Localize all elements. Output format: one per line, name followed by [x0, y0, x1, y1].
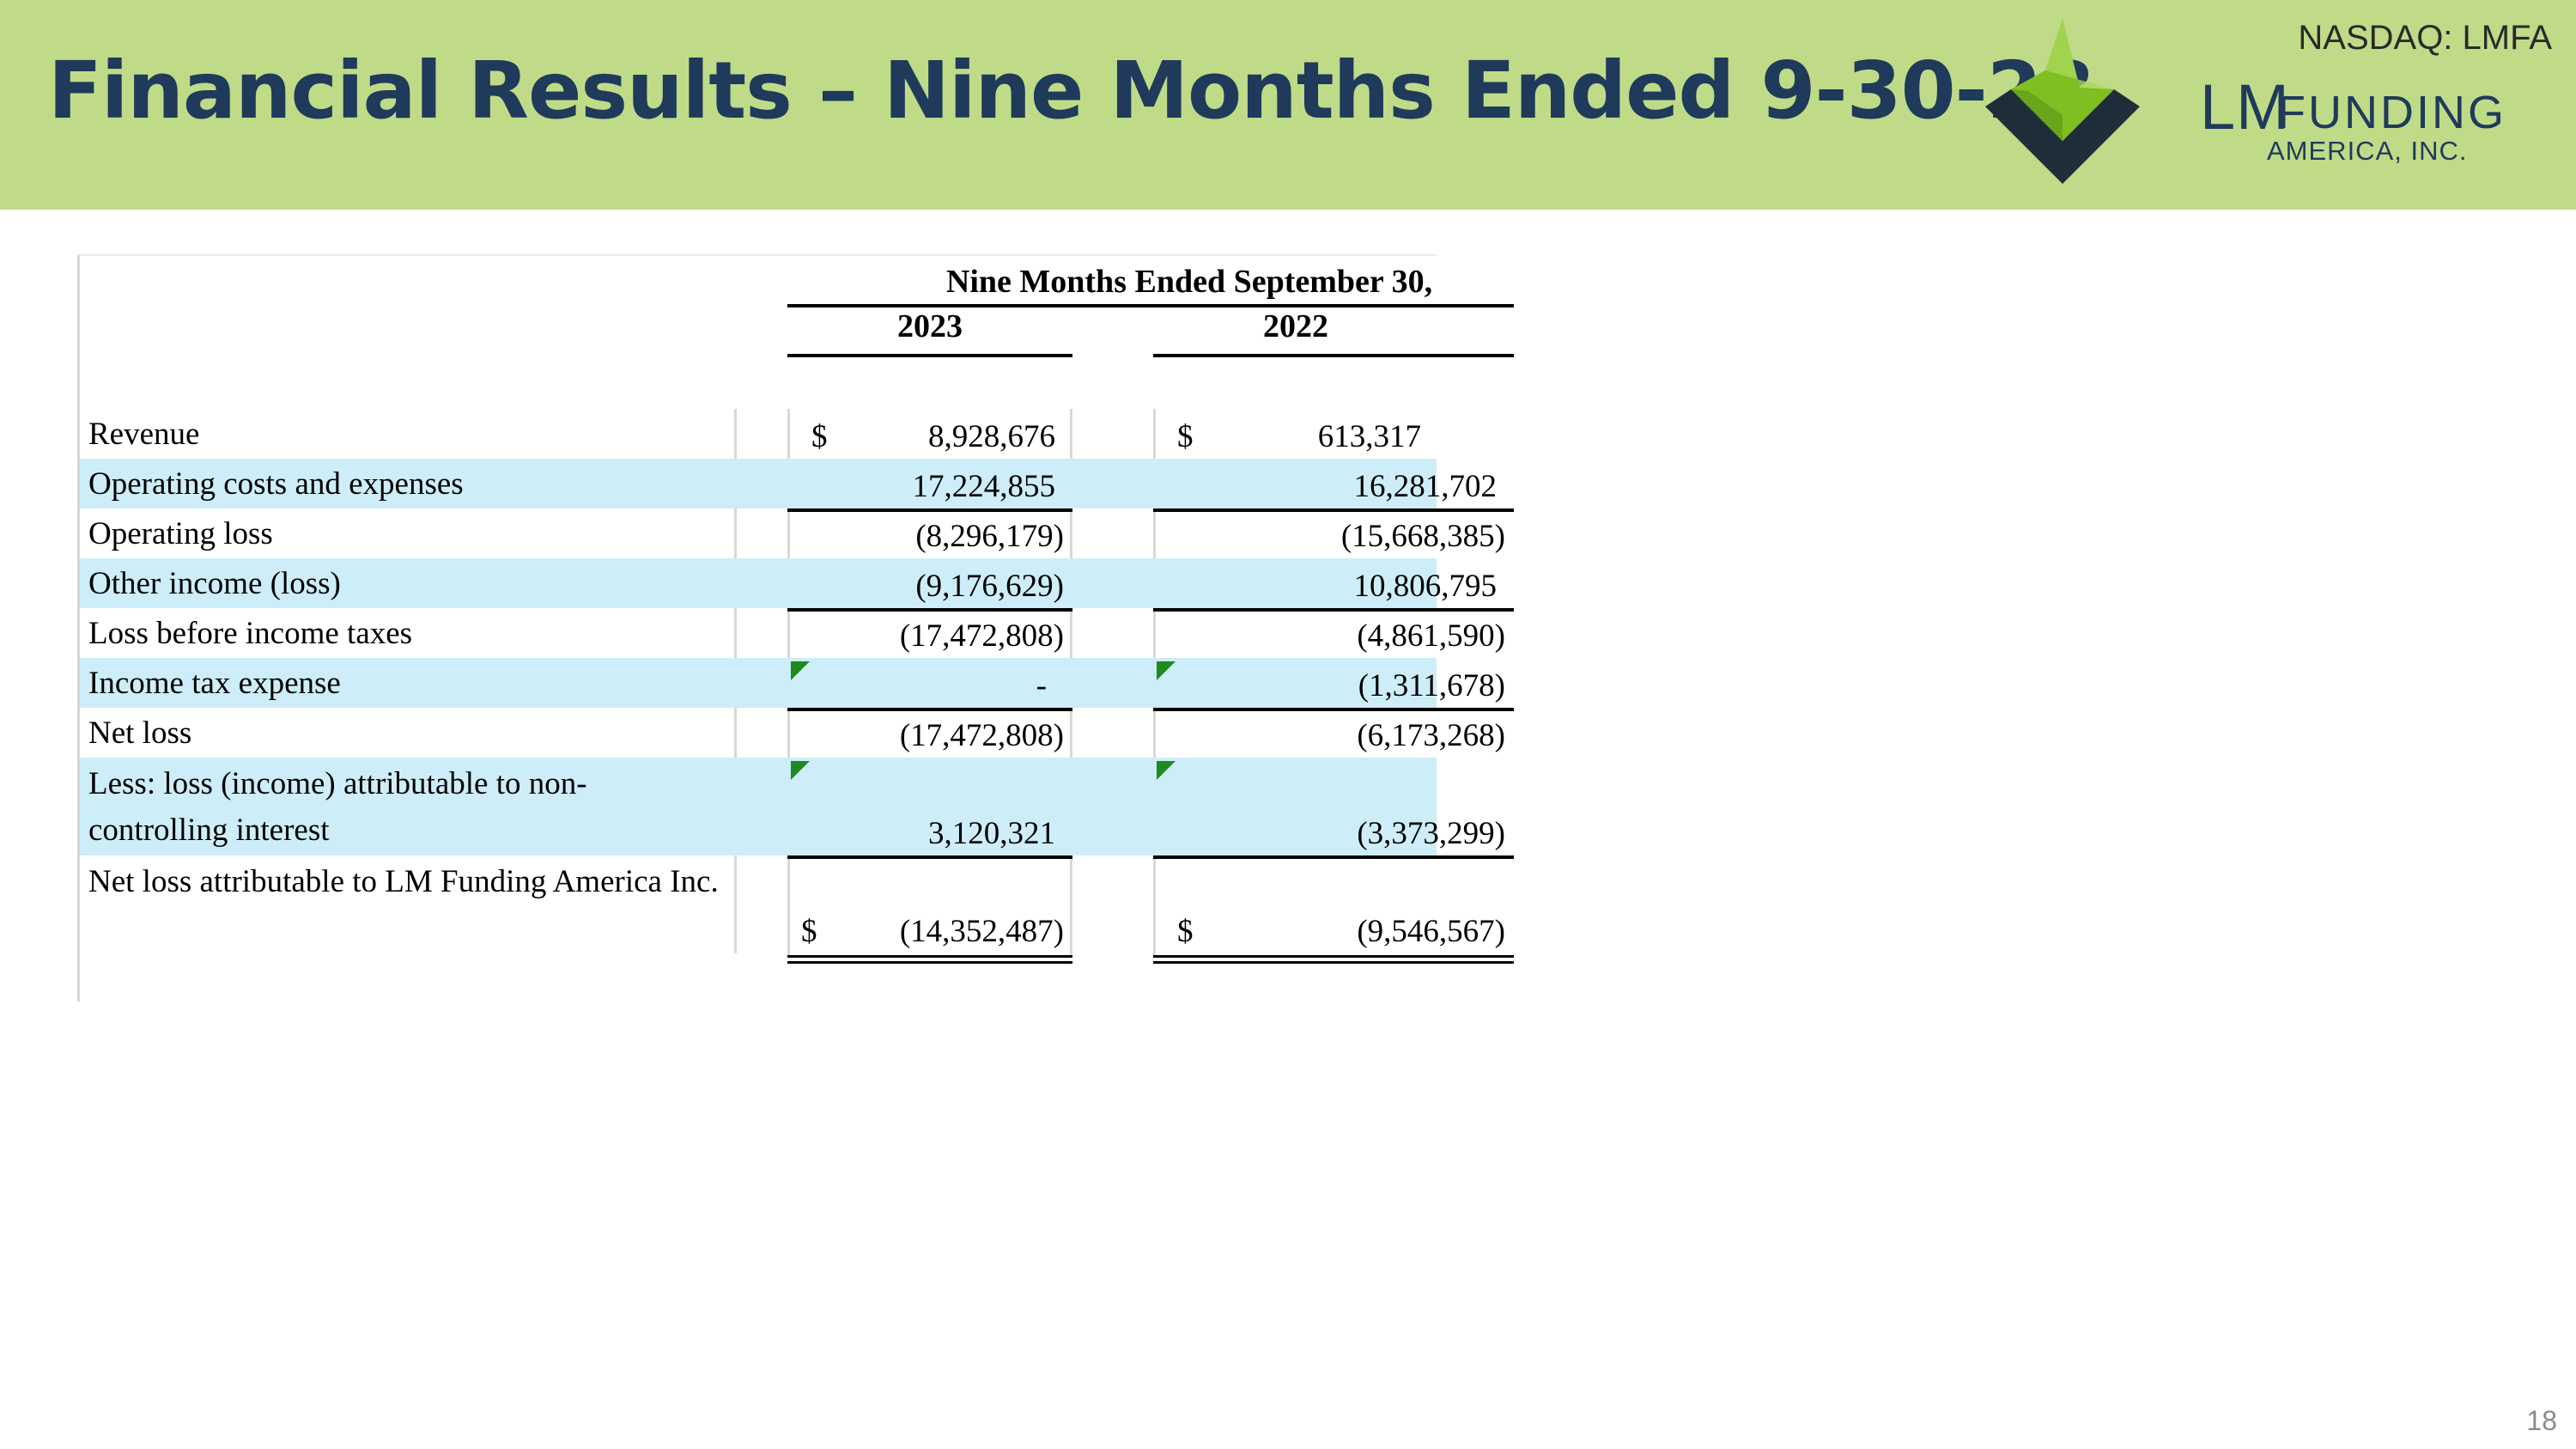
row-label: Other income (loss)	[88, 566, 341, 601]
value-2023: 3,120,321	[787, 758, 1072, 855]
value-2023: -	[787, 658, 1072, 708]
value-2022: 16,281,702	[1153, 459, 1514, 508]
value-2023: $ (14,352,487)	[787, 855, 1072, 964]
row-label: Operating loss	[88, 516, 273, 551]
grid-line	[1153, 859, 1156, 955]
grid-line	[787, 859, 790, 955]
grid-line	[1070, 859, 1072, 955]
value-2022: (15,668,385)	[1153, 508, 1514, 558]
cell-value: (1,311,678)	[1358, 668, 1505, 703]
table-row: Less: loss (income) attributable to non-…	[80, 758, 1505, 855]
value-2022: 10,806,795	[1153, 558, 1514, 608]
year-header-2023: 2023	[897, 308, 963, 344]
value-2022: (6,173,268)	[1153, 708, 1514, 758]
cell-value: (9,546,567)	[1357, 914, 1505, 949]
grid-line	[787, 612, 790, 658]
cell-value: 10,806,795	[1353, 569, 1498, 604]
grid-line	[734, 409, 737, 459]
cell-value: 16,281,702	[1353, 469, 1498, 504]
grid-line	[1070, 612, 1072, 658]
logo-lm-text: LM	[2200, 71, 2290, 143]
grid-line	[1153, 512, 1156, 558]
value-2022: (3,373,299)	[1153, 758, 1514, 855]
value-2023: $ 8,928,676	[787, 409, 1072, 459]
column-group-header: Nine Months Ended September 30,	[945, 264, 1433, 300]
cell-value: (14,352,487)	[899, 914, 1064, 949]
row-label: Net loss attributable to LM Funding Amer…	[88, 864, 719, 899]
grid-line	[734, 708, 737, 758]
value-2022: $ (9,546,567)	[1153, 855, 1514, 964]
grid-line	[1153, 409, 1156, 459]
grid-line	[734, 508, 737, 558]
cell-value: 613,317	[1317, 419, 1421, 454]
value-2023: (17,472,808)	[787, 608, 1072, 658]
grid-line	[787, 711, 790, 758]
row-label: Income tax expense	[88, 666, 341, 701]
cell-value: (17,472,808)	[899, 718, 1064, 753]
value-2023: 17,224,855	[787, 459, 1072, 508]
row-label: Loss before income taxes	[88, 616, 413, 651]
cell-value: 3,120,321	[928, 816, 1055, 851]
table-row: Operating costs and expenses 17,224,855 …	[80, 459, 1497, 508]
value-2023: (9,176,629)	[787, 558, 1072, 608]
cell-value: -	[1036, 668, 1047, 703]
cell-value: (6,173,268)	[1357, 718, 1505, 753]
table-row: Operating loss (8,296,179) (15,668,385)	[80, 508, 1514, 558]
currency-symbol: $	[801, 914, 817, 949]
value-2023: (8,296,179)	[787, 508, 1072, 558]
cell-value: (17,472,808)	[899, 618, 1064, 654]
grid-line	[1153, 612, 1156, 658]
header-banner: Financial Results – Nine Months Ended 9-…	[0, 0, 2576, 210]
grid-line	[787, 409, 790, 459]
cell-value: (3,373,299)	[1357, 816, 1505, 851]
table-body: Revenue $ 8,928,676 $ 613,317 Operating …	[80, 409, 1514, 964]
financial-table: Nine Months Ended September 30, 2023 202…	[77, 254, 1514, 1002]
header-rule	[787, 304, 1514, 307]
year-rule-2022	[1153, 354, 1514, 357]
cell-value: 17,224,855	[912, 469, 1056, 504]
table-row: Loss before income taxes (17,472,808) (4…	[80, 608, 1514, 658]
cell-comment-marker-icon	[791, 761, 810, 780]
year-header-2022: 2022	[1263, 308, 1328, 344]
value-2022: (4,861,590)	[1153, 608, 1514, 658]
year-rule-2023	[787, 354, 1072, 357]
logo-subtitle: AMERICA, INC.	[2267, 136, 2468, 166]
grid-line	[1070, 512, 1072, 558]
value-2022: $ 613,317	[1153, 409, 1438, 459]
cell-value: (4,861,590)	[1357, 618, 1505, 654]
currency-symbol: $	[811, 419, 828, 454]
currency-symbol: $	[1177, 914, 1194, 949]
table-row: Net loss attributable to LM Funding Amer…	[80, 855, 1514, 964]
value-2022: (1,311,678)	[1153, 658, 1514, 708]
grid-line	[734, 608, 737, 658]
cell-value: (9,176,629)	[915, 569, 1064, 604]
grid-line	[1153, 711, 1156, 758]
row-label: Net loss	[88, 715, 192, 751]
logo-funding-text: FUNDING	[2277, 87, 2506, 138]
diamond-check-logo-icon	[1985, 19, 2140, 184]
value-2023: (17,472,808)	[787, 708, 1072, 758]
table-row: Revenue $ 8,928,676 $ 613,317	[80, 409, 1437, 459]
grid-line	[1070, 711, 1072, 758]
table-row: Net loss (17,472,808) (6,173,268)	[80, 708, 1514, 758]
row-label: Revenue	[88, 417, 200, 452]
table-row: Other income (loss) (9,176,629) 10,806,7…	[80, 558, 1497, 608]
grid-line	[1070, 409, 1072, 459]
cell-value: (15,668,385)	[1340, 519, 1505, 554]
cell-comment-marker-icon	[1157, 661, 1176, 680]
grid-line	[734, 855, 737, 953]
cell-comment-marker-icon	[791, 661, 810, 680]
cell-value: (8,296,179)	[915, 519, 1064, 554]
page-title: Financial Results – Nine Months Ended 9-…	[48, 45, 2096, 137]
cell-comment-marker-icon	[1157, 761, 1176, 780]
table-row: Income tax expense - (1,311,678)	[80, 658, 1505, 708]
page-number: 18	[2526, 1405, 2557, 1436]
currency-symbol: $	[1177, 419, 1194, 454]
row-label: Operating costs and expenses	[88, 466, 464, 502]
grid-line	[787, 512, 790, 558]
row-label: Less: loss (income) attributable to non-…	[88, 766, 587, 848]
ticker-label: NASDAQ: LMFA	[2298, 19, 2552, 57]
cell-value: 8,928,676	[928, 419, 1055, 454]
